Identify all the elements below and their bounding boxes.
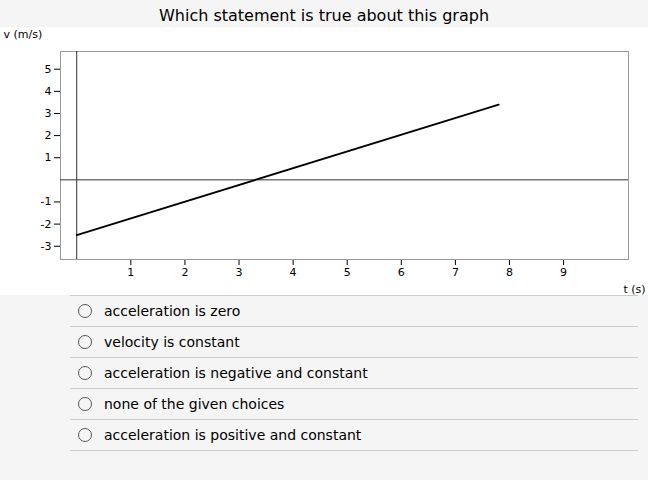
svg-text:2: 2 (181, 266, 188, 279)
svg-text:-2: -2 (41, 218, 52, 231)
html-text:acceleration is zero: acceleration is zero (104, 303, 241, 319)
html-text:velocity is constant: velocity is constant (104, 334, 240, 350)
svg-text:4: 4 (45, 85, 52, 98)
html-text:none of the given choices: none of the given choices (104, 396, 285, 412)
svg-text:5: 5 (344, 266, 351, 279)
html-text:acceleration is positive and c: acceleration is positive and constant (104, 427, 362, 443)
svg-text:5: 5 (45, 63, 52, 76)
svg-text:9: 9 (560, 266, 567, 279)
svg-text:v (m/s): v (m/s) (4, 28, 43, 41)
svg-text:8: 8 (506, 266, 513, 279)
svg-text:3: 3 (236, 266, 243, 279)
svg-text:3: 3 (45, 107, 52, 120)
svg-text:-3: -3 (41, 240, 52, 253)
svg-text:t (s): t (s) (623, 283, 645, 296)
html-text:Which statement is true about: Which statement is true about this graph (159, 6, 489, 25)
html-text:acceleration is negative and c: acceleration is negative and constant (104, 365, 368, 381)
svg-text:7: 7 (452, 266, 459, 279)
svg-text:6: 6 (398, 266, 405, 279)
svg-text:2: 2 (45, 129, 52, 142)
svg-text:1: 1 (45, 151, 52, 164)
svg-text:-1: -1 (41, 195, 52, 208)
svg-text:1: 1 (127, 266, 134, 279)
svg-text:4: 4 (290, 266, 297, 279)
